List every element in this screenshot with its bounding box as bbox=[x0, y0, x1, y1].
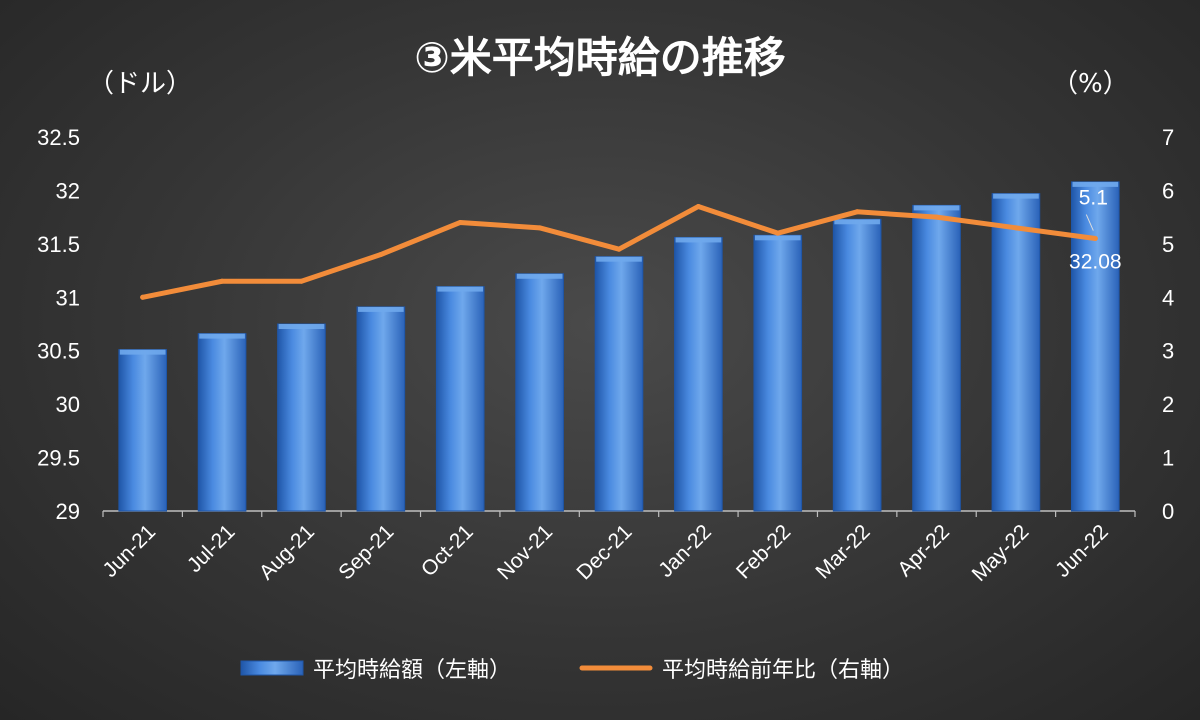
data-labels: 5.1 32.08 bbox=[1069, 187, 1122, 274]
bar bbox=[594, 256, 644, 512]
y-right-tick-label: 1 bbox=[1162, 446, 1174, 471]
y-right-tick-label: 6 bbox=[1162, 178, 1174, 203]
bar-cap bbox=[834, 219, 880, 225]
line-point bbox=[934, 214, 940, 220]
bar bbox=[277, 323, 326, 512]
bar-cap bbox=[596, 256, 642, 262]
bar bbox=[435, 286, 485, 512]
x-tick-label: Feb-22 bbox=[732, 520, 795, 583]
x-tick-label: Mar-22 bbox=[811, 520, 874, 583]
y-left-tick-label: 31 bbox=[56, 285, 80, 310]
x-tick-label: Apr-22 bbox=[893, 520, 954, 581]
y-right-tick-label: 7 bbox=[1162, 125, 1174, 150]
legend-label-bar: 平均時給額（左軸） bbox=[313, 658, 511, 683]
x-tick-label: May-22 bbox=[968, 520, 1034, 586]
bar bbox=[197, 333, 247, 512]
bar bbox=[1070, 181, 1120, 512]
y-left-tick-label: 29.5 bbox=[37, 446, 80, 471]
y-right-tick-label: 0 bbox=[1162, 499, 1174, 524]
line-point bbox=[616, 246, 622, 252]
bar-cap bbox=[516, 273, 563, 279]
bar-cap bbox=[1072, 181, 1119, 187]
bar-cap bbox=[278, 324, 325, 329]
chart-title: ③米平均時給の推移 bbox=[414, 33, 786, 82]
y-right-unit-label: （%） bbox=[1052, 69, 1129, 99]
bar bbox=[753, 234, 803, 512]
line-point bbox=[140, 294, 146, 300]
bar-series bbox=[118, 181, 1120, 512]
y-left-tick-label: 32 bbox=[56, 178, 80, 203]
data-label-leader bbox=[1085, 214, 1094, 231]
y-right-tick-label: 4 bbox=[1162, 285, 1174, 310]
y-left-tick-label: 32.5 bbox=[37, 125, 80, 150]
x-tick-label: Sep-21 bbox=[334, 520, 398, 584]
line-point bbox=[695, 203, 701, 209]
bar-cap bbox=[913, 205, 960, 211]
x-tick-label: Oct-21 bbox=[417, 520, 478, 581]
y-right-tick-label: 5 bbox=[1162, 232, 1174, 257]
line-point bbox=[219, 278, 225, 284]
line-point bbox=[457, 219, 463, 225]
bar-cap bbox=[754, 235, 801, 241]
line-point bbox=[378, 252, 384, 258]
x-tick-label: Jun-21 bbox=[99, 520, 161, 582]
x-tick-label: Jan-22 bbox=[654, 520, 716, 582]
bar bbox=[832, 218, 882, 512]
y-left-tick-label: 31.5 bbox=[37, 232, 80, 257]
line-point bbox=[854, 209, 860, 215]
y-left-unit-label: （ドル） bbox=[88, 69, 192, 99]
line-point bbox=[537, 225, 543, 231]
line-point bbox=[298, 278, 304, 284]
x-tick-label: Nov-21 bbox=[493, 520, 557, 584]
bar-cap bbox=[993, 193, 1039, 199]
bar-cap bbox=[358, 306, 404, 312]
line-point bbox=[1013, 225, 1019, 231]
bar bbox=[991, 193, 1041, 512]
y-left-tick-label: 30.5 bbox=[37, 339, 80, 364]
line-point bbox=[1092, 236, 1098, 242]
bar-cap bbox=[119, 349, 166, 355]
bar bbox=[515, 273, 564, 512]
bar bbox=[912, 204, 961, 512]
bar-cap bbox=[675, 237, 722, 243]
line-series bbox=[140, 203, 1098, 300]
bar bbox=[674, 236, 723, 512]
x-tick-label: Aug-21 bbox=[255, 520, 319, 584]
data-label-wage: 32.08 bbox=[1069, 251, 1122, 274]
legend-label-line: 平均時給前年比（右軸） bbox=[662, 658, 904, 683]
y-left-tick-label: 30 bbox=[56, 392, 80, 417]
x-tick-label: Dec-21 bbox=[572, 520, 636, 584]
bar-cap bbox=[437, 286, 484, 292]
legend-swatch-bar bbox=[240, 660, 304, 676]
x-tick-label: Jul-21 bbox=[183, 520, 240, 577]
data-label-yoy: 5.1 bbox=[1079, 187, 1108, 210]
bar bbox=[118, 349, 168, 512]
x-tick-label: Jun-22 bbox=[1051, 520, 1113, 582]
y-right-tick-label: 3 bbox=[1162, 339, 1174, 364]
y-right-tick-label: 2 bbox=[1162, 392, 1174, 417]
y-left-tick-label: 29 bbox=[56, 499, 80, 524]
bar bbox=[356, 306, 406, 512]
bar-cap bbox=[199, 333, 245, 339]
legend: 平均時給額（左軸） 平均時給前年比（右軸） bbox=[240, 658, 904, 683]
line-point bbox=[775, 230, 781, 236]
